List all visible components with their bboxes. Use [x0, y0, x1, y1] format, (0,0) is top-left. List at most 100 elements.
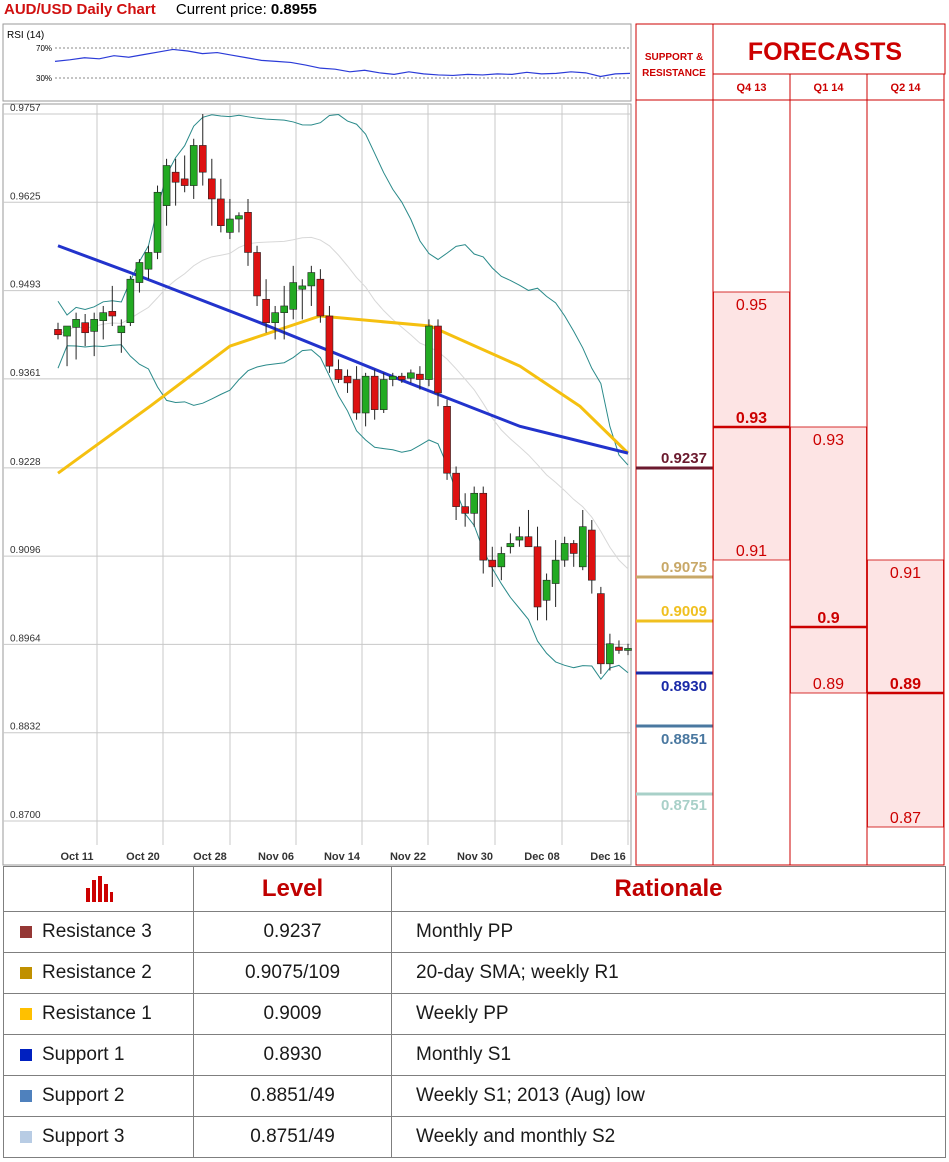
table-row: Resistance 3 0.9237 Monthly PP [3, 911, 946, 953]
candle [407, 369, 415, 383]
candle [235, 212, 243, 233]
candle [135, 259, 144, 293]
level-name: Resistance 2 [42, 962, 152, 983]
candle [280, 285, 288, 340]
candle [416, 366, 424, 390]
candle [244, 198, 252, 266]
level-value-cell: 0.9075/109 [193, 952, 392, 994]
rsi-70-label: 70% [36, 44, 52, 53]
sr-level: 0.9075 [636, 559, 713, 579]
candle [569, 540, 578, 567]
sma-yellow-line [57, 314, 630, 475]
x-tick-label: Oct 28 [193, 851, 227, 863]
level-color-swatch [20, 1008, 32, 1020]
table-row: Resistance 1 0.9009 Weekly PP [3, 993, 946, 1035]
level-name-cell: Resistance 1 [3, 993, 194, 1035]
candle [198, 114, 207, 186]
forecast-high: 0.93 [813, 432, 844, 449]
forecast-mid: 0.93 [736, 410, 767, 427]
table-row: Support 2 0.8851/49 Weekly S1; 2013 (Aug) … [3, 1075, 946, 1117]
candle [497, 546, 506, 581]
y-tick-label: 0.9228 [10, 457, 41, 468]
candle [379, 372, 388, 413]
table-row: Support 1 0.8930 Monthly S1 [3, 1034, 946, 1076]
rationale-cell: Weekly S1; 2013 (Aug) low [391, 1075, 946, 1117]
level-name-cell: Resistance 2 [3, 952, 194, 994]
levels-table: Level Rationale Resistance 3 0.9237 Monthl… [3, 866, 946, 1158]
candle [153, 185, 162, 260]
sr-level: 0.9009 [636, 603, 713, 623]
candle [208, 158, 216, 226]
bar-chart-icon [85, 876, 113, 902]
y-tick-label: 0.9096 [10, 545, 41, 556]
candle [542, 573, 551, 621]
rationale-cell: Weekly and monthly S2 [391, 1116, 946, 1158]
candle [90, 312, 98, 357]
level-color-swatch [20, 1090, 32, 1102]
forecast-quarter-label: Q2 14 [891, 82, 922, 94]
candle [597, 586, 605, 674]
chart-title: AUD/USD Daily Chart [4, 1, 156, 18]
level-name: Support 3 [42, 1126, 125, 1147]
col-header-rationale: Rationale [391, 866, 946, 912]
candle [189, 138, 198, 199]
forecast-quarter: Q1 14 0.93 0.9 0.89 [789, 73, 868, 866]
forecasts-panel: FORECASTS Q4 13 0.95 0.93 0.91 Q1 14 0.93 0.9 0… [712, 23, 946, 866]
level-value-cell: 0.8851/49 [193, 1075, 392, 1117]
bollinger-mid-line [57, 236, 629, 570]
sr-level-value: 0.8751 [661, 797, 707, 814]
level-name-cell: Support 3 [3, 1116, 194, 1158]
candle [352, 366, 361, 420]
forecast-quarter: Q2 14 0.91 0.89 0.87 [866, 73, 945, 866]
level-name-cell: Support 2 [3, 1075, 194, 1117]
y-tick-label: 0.8832 [10, 722, 41, 733]
candle [443, 399, 451, 480]
candle [162, 158, 171, 226]
candle [226, 198, 234, 240]
sr-level-value: 0.8930 [661, 678, 707, 695]
candle [180, 155, 189, 193]
candle [515, 526, 524, 547]
y-tick-label: 0.9757 [10, 103, 41, 114]
level-value-cell: 0.8751/49 [193, 1116, 392, 1158]
level-name: Support 1 [42, 1044, 125, 1065]
x-tick-label: Nov 14 [324, 851, 361, 863]
candle [551, 540, 560, 607]
price-panel: 0.9757 0.9625 0.9493 0.9361 0.9228 0.9096 0.89… [2, 103, 632, 866]
sr-header-line1: SUPPORT & [645, 52, 703, 63]
candle [99, 305, 108, 340]
level-value-cell: 0.8930 [193, 1034, 392, 1076]
candle [461, 493, 469, 527]
candle [72, 312, 80, 360]
rationale-cell: Monthly S1 [391, 1034, 946, 1076]
candle [388, 372, 397, 387]
rationale-cell: Monthly PP [391, 911, 946, 953]
x-tick-label: Nov 22 [390, 851, 426, 863]
level-name-cell: Support 1 [3, 1034, 194, 1076]
y-tick-label: 0.9361 [10, 368, 41, 379]
table-row: Support 3 0.8751/49 Weekly and monthly S2 [3, 1116, 946, 1158]
candle [560, 536, 569, 567]
candle [606, 633, 614, 671]
forecast-mid: 0.89 [890, 676, 921, 693]
candle [81, 313, 89, 347]
candle [398, 372, 406, 383]
support-resistance-column: SUPPORT & RESISTANCE 0.9237 0.9075 0.9009 0… [635, 23, 714, 866]
rsi-30-label: 30% [36, 74, 52, 83]
level-color-swatch [20, 1049, 32, 1061]
candle [144, 245, 153, 280]
rationale-cell: Weekly PP [391, 993, 946, 1035]
rsi-panel: RSI (14) 70% 30% [2, 23, 632, 102]
sr-level: 0.8851 [636, 724, 713, 748]
x-tick-label: Nov 06 [258, 851, 294, 863]
candle [253, 245, 261, 306]
candle [524, 509, 533, 548]
rationale-cell: 20-day SMA; weekly R1 [391, 952, 946, 994]
candle [578, 509, 587, 571]
candle [370, 369, 379, 420]
sr-level: 0.8930 [636, 671, 713, 695]
candle [307, 265, 316, 306]
table-header-row: Level Rationale [3, 866, 946, 912]
candle [54, 322, 62, 340]
forecasts-title: FORECASTS [748, 38, 902, 66]
